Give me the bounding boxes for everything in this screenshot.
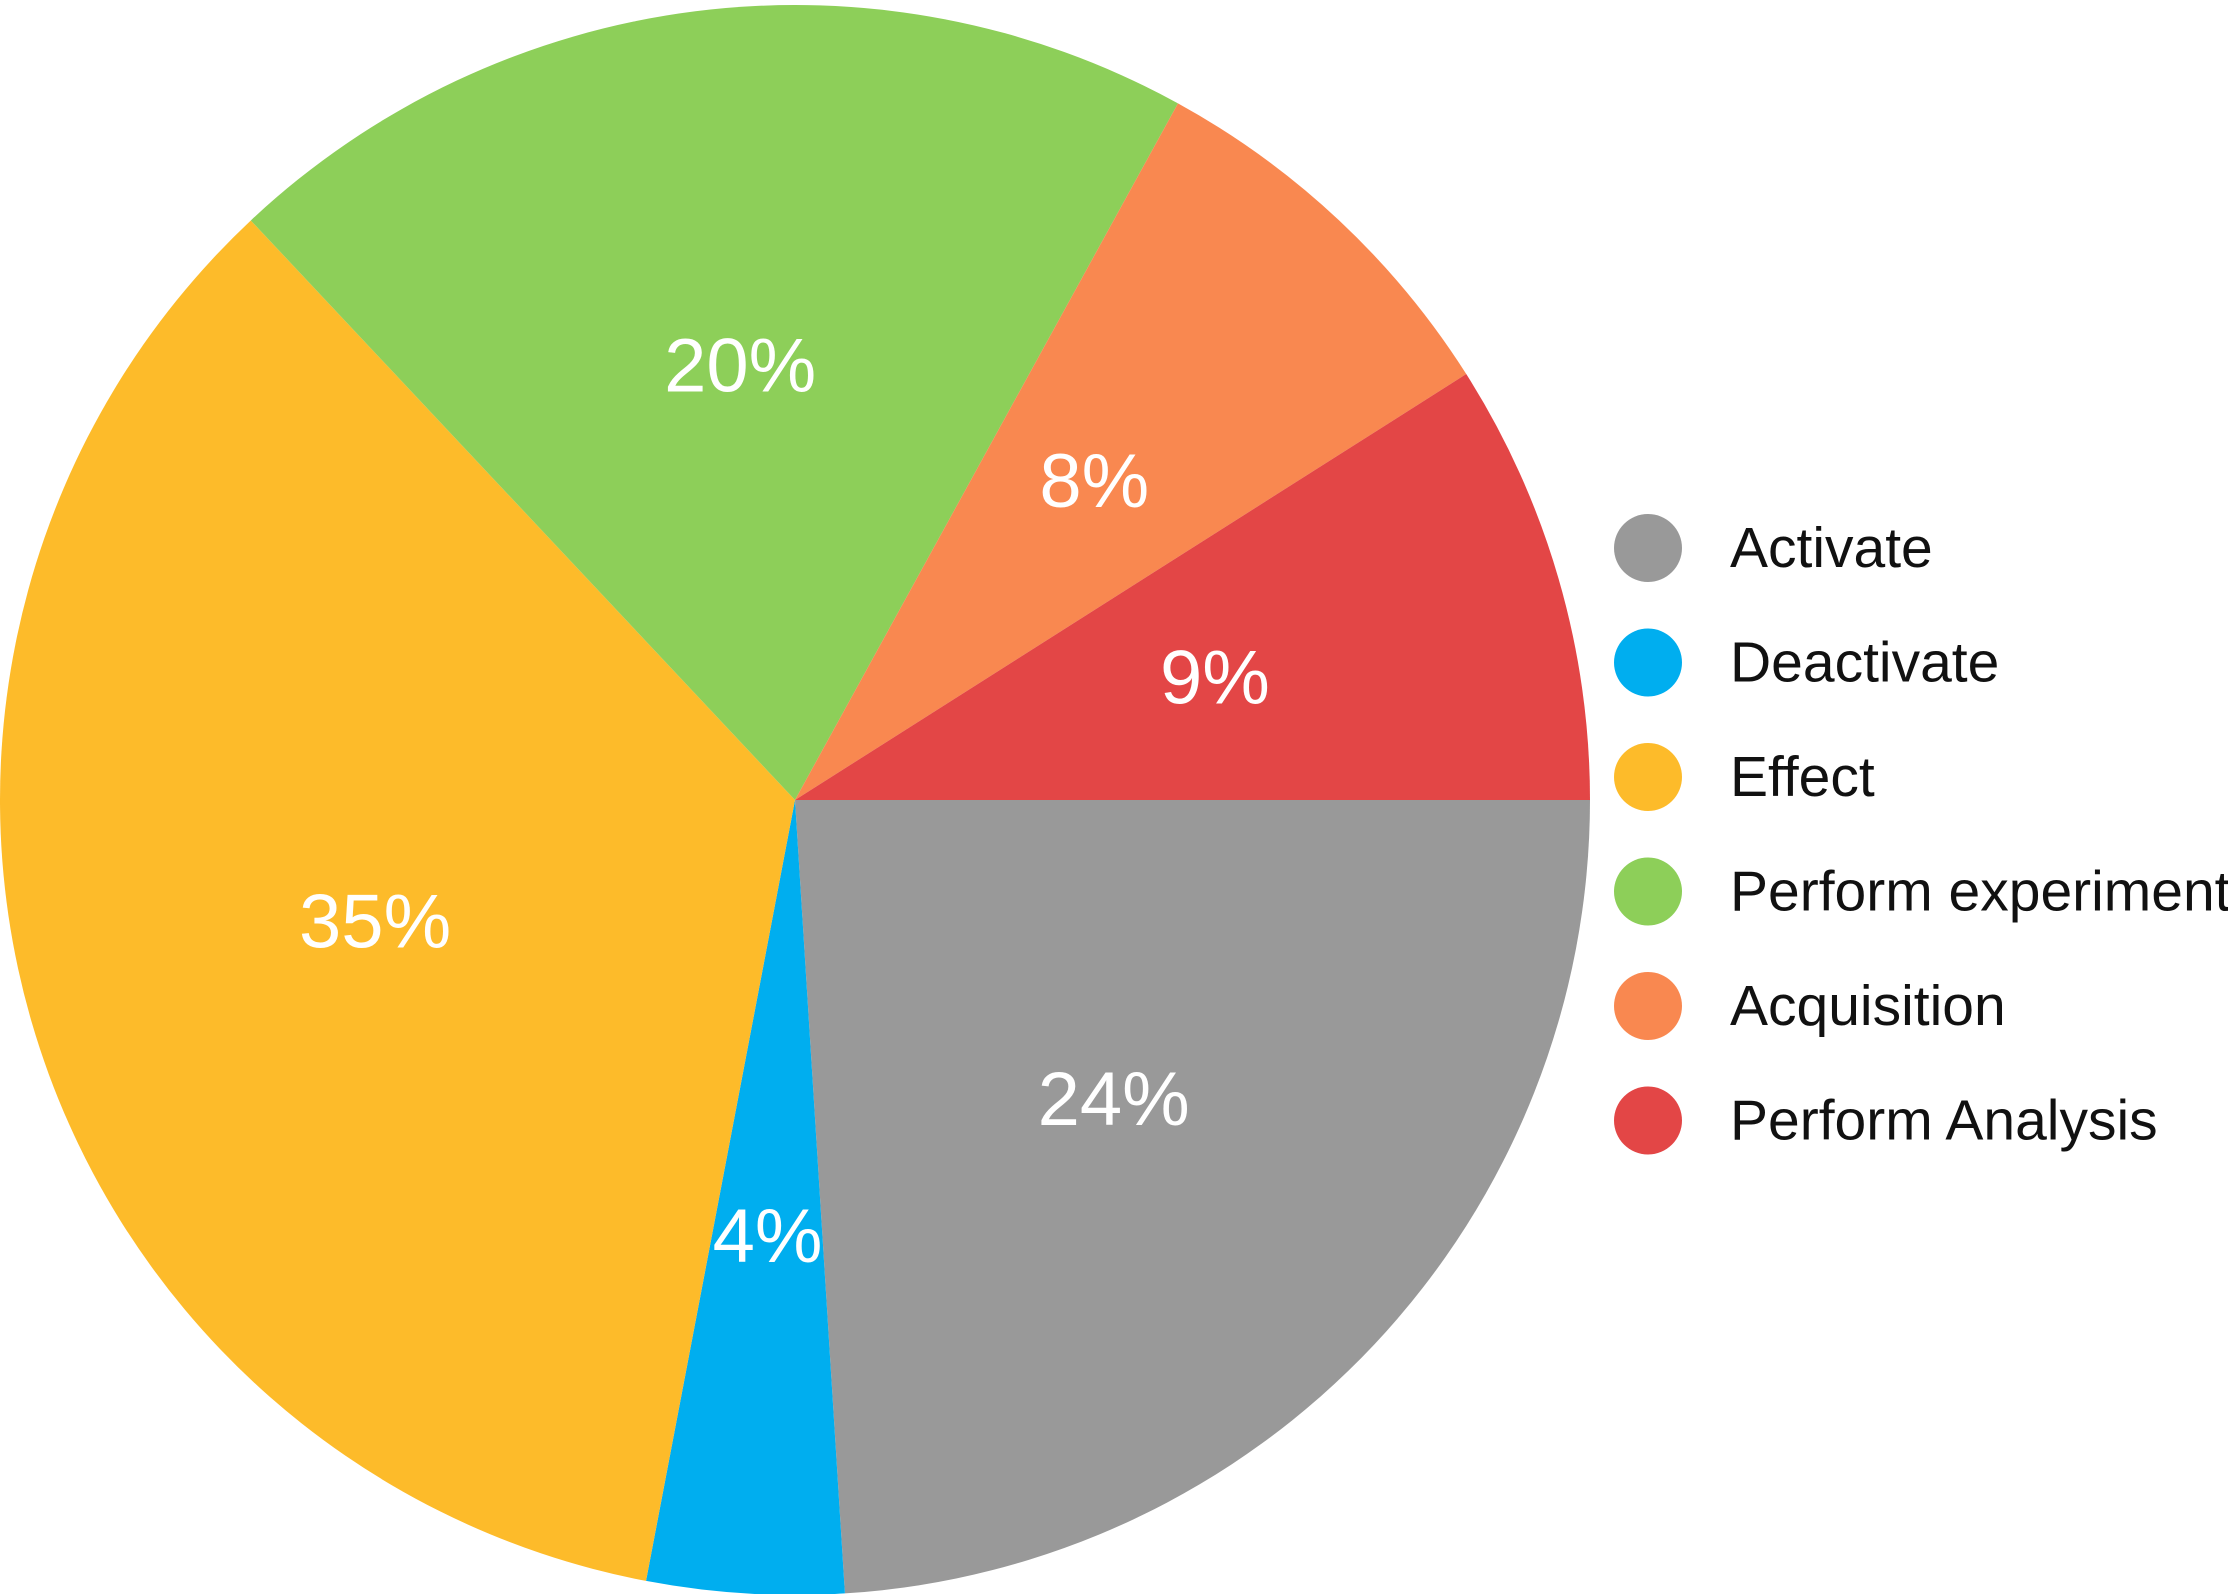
legend-label-perform-analysis: Perform Analysis (1730, 1089, 2158, 1153)
pie-label-activate: 24% (1038, 1057, 1190, 1142)
legend-label-deactivate: Deactivate (1730, 631, 1999, 695)
pie-slice-deactivate (646, 800, 845, 1594)
legend-item-perform-experiment: Perform experiment (1614, 857, 2228, 926)
pie-label-acquisition: 8% (1039, 439, 1149, 524)
legend-item-acquisition: Acquisition (1614, 972, 2006, 1040)
pie-label-deactivate: 4% (713, 1194, 823, 1279)
pie-label-perform-experiment: 20% (664, 324, 816, 409)
pie-label-effect: 35% (299, 880, 451, 965)
legend-swatch-perform-analysis (1614, 1086, 1682, 1155)
legend-swatch-deactivate (1614, 628, 1682, 697)
legend-label-effect: Effect (1730, 745, 1875, 809)
legend-item-perform-analysis: Perform Analysis (1614, 1086, 2158, 1155)
pie-slice-labels: 24% 4% 35% 20% 8% 9% (299, 324, 1270, 1279)
legend-label-acquisition: Acquisition (1730, 974, 2006, 1038)
legend-item-effect: Effect (1614, 743, 1875, 811)
pie-slice-effect (0, 220, 795, 1581)
legend-swatch-acquisition (1614, 972, 1682, 1040)
legend-swatch-perform-experiment (1614, 857, 1682, 926)
pie-slice-activate (795, 800, 1590, 1594)
legend-item-deactivate: Deactivate (1614, 628, 1999, 697)
pie-slice-perform-analysis (795, 374, 1590, 800)
legend-label-perform-experiment: Perform experiment (1730, 860, 2228, 924)
pie-slice-perform-experiment (250, 5, 1178, 801)
legend: Activate Deactivate Effect Perform experime… (1614, 514, 2228, 1155)
pie-label-perform-analysis: 9% (1160, 636, 1270, 721)
legend-swatch-effect (1614, 743, 1682, 811)
pie-slices (0, 5, 1590, 1594)
pie-slice-acquisition (795, 103, 1467, 801)
legend-label-activate: Activate (1730, 516, 1933, 580)
legend-swatch-activate (1614, 514, 1682, 582)
legend-item-activate: Activate (1614, 514, 1933, 582)
